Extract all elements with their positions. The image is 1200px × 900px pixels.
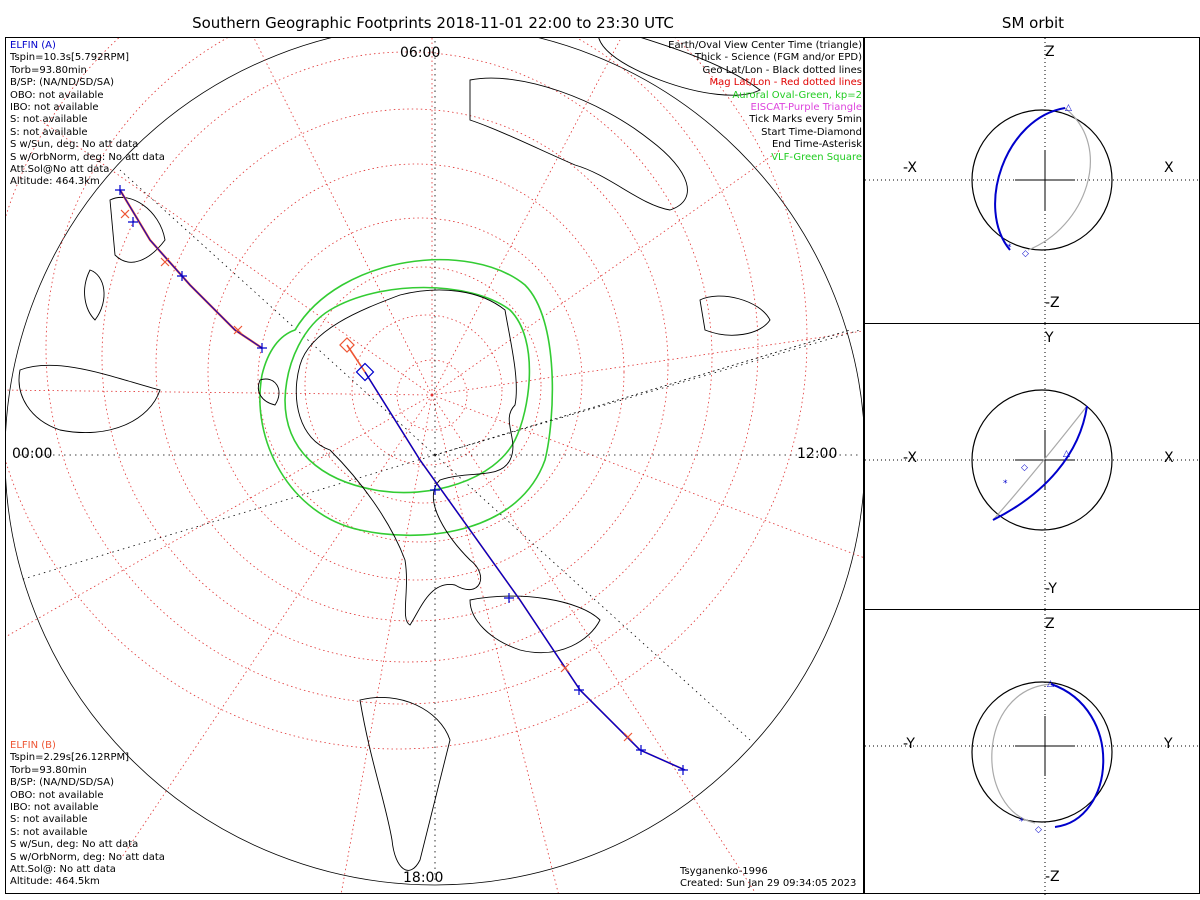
legend-item: Geo Lat/Lon - Black dotted lines	[702, 64, 862, 76]
info-a-line: S: not available	[10, 114, 88, 126]
info-b-line: S w/OrbNorm, deg: No att data	[10, 851, 165, 863]
axis-label-right: X	[1164, 160, 1174, 176]
svg-text:*: *	[1003, 479, 1008, 489]
info-a-line: Tspin=10.3s[5.792RPM]	[10, 52, 130, 64]
legend-item: Auroral Oval-Green, kp=2	[732, 89, 862, 101]
globe-outline	[6, 38, 863, 886]
legend: Earth/Oval View Center Time (triangle) T…	[668, 40, 862, 164]
info-a-line: Torb=93.80min	[10, 64, 87, 76]
footprint-map	[6, 38, 863, 893]
svg-text:◇: ◇	[1022, 249, 1029, 259]
terminator-line	[434, 329, 851, 456]
info-b-line: S: not available	[10, 814, 88, 826]
track-a-ticks	[115, 185, 688, 775]
info-b-line: Att.Sol@: No att data	[10, 864, 116, 876]
axis-label-left: -X	[903, 450, 917, 466]
legend-item: Start Time-Diamond	[761, 126, 862, 138]
track-a-north	[119, 189, 263, 349]
svg-text:◇: ◇	[1035, 825, 1042, 835]
info-a-line: S: not available	[10, 126, 88, 138]
svg-text:△: △	[1063, 449, 1070, 459]
geo-grid	[19, 40, 861, 880]
info-b-line: Tspin=2.29s[26.12RPM]	[10, 752, 130, 764]
sat-a-name: ELFIN (A)	[10, 40, 56, 51]
info-b-line: IBO: not available	[10, 802, 99, 814]
model-name: Tsyganenko-1996	[680, 866, 768, 877]
axis-label-right: Y	[1164, 736, 1173, 752]
info-b-line: Altitude: 464.5km	[10, 876, 100, 888]
info-b-line: S w/Sun, deg: No att data	[10, 839, 139, 851]
hour-label-bottom: 18:00	[403, 870, 444, 886]
footer: Tsyganenko-1996 Created: Sun Jan 29 09:3…	[680, 866, 856, 891]
legend-item: Thick - Science (FGM and/or EPD)	[694, 52, 862, 64]
legend-item: Tick Marks every 5min	[749, 114, 862, 126]
page-title: Southern Geographic Footprints 2018-11-0…	[192, 14, 674, 32]
auroral-oval-outer	[259, 258, 554, 537]
axis-label-bottom: -Z	[1045, 869, 1060, 885]
axis-label-bottom: -Y	[1045, 581, 1057, 597]
info-a-line: B/SP: (NA/ND/SD/SA)	[10, 77, 114, 89]
axis-label-top: Z	[1045, 616, 1055, 632]
track-b-south	[346, 344, 686, 771]
axis-label-top: Z	[1045, 44, 1055, 60]
legend-item: End Time-Asterisk	[771, 139, 862, 151]
info-a-line: IBO: not available	[10, 102, 99, 114]
axis-label-top: Y	[1045, 330, 1054, 346]
sm-panel-xy-plot: △ * ◇	[865, 324, 1200, 611]
mag-lon-grid	[6, 38, 863, 893]
svg-text:◇: ◇	[1021, 463, 1028, 473]
info-b-line: OBO: not available	[10, 789, 104, 801]
track-b-ticks	[120, 209, 633, 742]
sm-orbit-title: SM orbit	[1001, 14, 1065, 32]
legend-item: EISCAT-Purple Triangle	[750, 102, 863, 114]
sm-panel-xz: △ * ◇ Z -Z -X X	[864, 37, 1200, 325]
track-b-north	[119, 189, 263, 349]
sm-panel-xy: △ * ◇ Y -Y -X X	[864, 323, 1200, 611]
sm-panel-yz: △ * ◇ Z -Z -Y Y	[864, 609, 1200, 895]
info-a-line: Altitude: 464.3km	[10, 176, 100, 188]
svg-text:*: *	[1007, 243, 1012, 253]
start-diamond-b	[339, 337, 355, 353]
info-a-line: S w/OrbNorm, deg: No att data	[10, 151, 165, 163]
hour-label-left: 00:00	[12, 446, 53, 462]
created-timestamp: Created: Sun Jan 29 09:34:05 2023	[680, 878, 857, 890]
sm-panel-xz-plot: △ * ◇	[865, 38, 1200, 325]
info-a-line: Att.Sol@No att data	[10, 164, 110, 176]
sm-panel-yz-plot: △ * ◇	[865, 610, 1200, 895]
sat-b-name: ELFIN (B)	[10, 740, 56, 751]
coastlines	[18, 38, 771, 871]
auroral-oval-inner	[284, 286, 531, 494]
hour-label-top: 06:00	[400, 45, 441, 61]
track-a-south	[364, 371, 686, 771]
legend-item: Mag Lat/Lon - Red dotted lines	[709, 77, 862, 89]
axis-label-left: -X	[903, 160, 917, 176]
info-a-line: OBO: not available	[10, 89, 104, 101]
svg-text:△: △	[1065, 103, 1072, 113]
info-block-b: ELFIN (B) Tspin=2.29s[26.12RPM] Torb=93.…	[10, 740, 165, 889]
axis-label-left: -Y	[903, 736, 915, 752]
info-b-line: B/SP: (NA/ND/SD/SA)	[10, 777, 114, 789]
info-block-a: ELFIN (A) Tspin=10.3s[5.792RPM] Torb=93.…	[10, 40, 165, 189]
axis-label-bottom: -Z	[1045, 295, 1060, 311]
footprint-map-frame	[5, 37, 864, 894]
info-b-line: Torb=93.80min	[10, 764, 87, 776]
hour-label-right: 12:00	[797, 446, 838, 462]
legend-item: VLF-Green Square	[771, 151, 862, 163]
svg-text:*: *	[1019, 817, 1024, 827]
svg-text:△: △	[1047, 679, 1054, 689]
legend-item: Earth/Oval View Center Time (triangle)	[668, 40, 862, 51]
start-diamond-a	[355, 362, 375, 382]
axis-label-right: X	[1164, 450, 1174, 466]
info-b-line: S: not available	[10, 826, 88, 838]
info-a-line: S w/Sun, deg: No att data	[10, 139, 139, 151]
